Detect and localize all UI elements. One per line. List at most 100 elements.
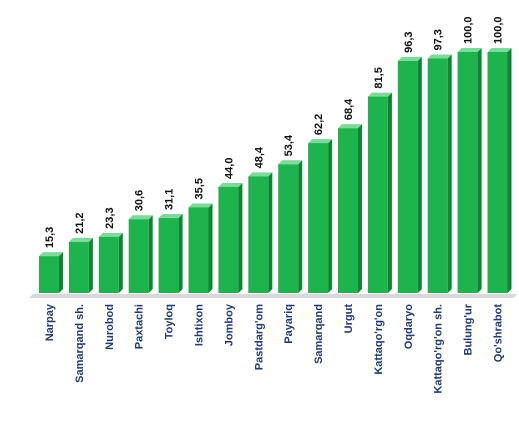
category-labels-group: Narpay Samarqand sh. Nurobod Paxtachi Toyloq…: [44, 303, 505, 393]
data-label: 97,3: [433, 29, 445, 50]
bar-top: [367, 92, 392, 97]
data-label: 96,3: [403, 31, 415, 52]
x-tick-label: Ishtixon: [194, 304, 206, 346]
bar-top: [68, 237, 93, 242]
bar-top: [278, 160, 303, 165]
bar-side: [59, 252, 63, 293]
floor-shadow: [29, 294, 518, 298]
bar-top: [158, 214, 183, 219]
data-label: 48,4: [253, 146, 265, 168]
bar: [397, 56, 422, 294]
data-label: 30,6: [134, 190, 146, 211]
data-label: 68,4: [343, 98, 355, 120]
bar-side: [298, 160, 303, 293]
x-tick-label: Qo'shrabot: [493, 304, 505, 363]
data-label: 15,3: [44, 227, 56, 248]
x-tick-label: Kattaqo'rg'on: [373, 304, 385, 375]
bar-front: [427, 58, 448, 293]
bar-side: [238, 182, 243, 293]
bar: [278, 160, 303, 293]
x-tick-label: Kattaqo'rg'on sh.: [433, 304, 445, 394]
bar-front: [367, 96, 388, 294]
bar-front: [68, 241, 89, 293]
bar-side: [507, 48, 512, 293]
bar-top: [338, 124, 362, 129]
bar-top: [128, 215, 153, 220]
bar-top: [248, 172, 273, 177]
bar-top: [457, 48, 482, 52]
bar-side: [477, 48, 482, 293]
bar-side: [387, 92, 392, 294]
bar-side: [328, 139, 333, 293]
bar-side: [358, 124, 362, 293]
bars-group: [39, 48, 512, 294]
bar-top: [188, 203, 213, 208]
bar: [218, 182, 243, 293]
bar-top: [98, 232, 123, 237]
data-label: 81,5: [373, 67, 385, 88]
bar-side: [268, 172, 273, 293]
bar-front: [218, 186, 239, 293]
data-label: 21,2: [74, 212, 86, 233]
bar: [457, 48, 482, 293]
bar-front: [158, 218, 179, 293]
bar-top: [487, 48, 512, 52]
bar-front: [278, 164, 299, 293]
x-tick-label: Paxtachi: [134, 304, 146, 349]
bar-front: [98, 236, 119, 293]
bar-front: [248, 176, 269, 293]
bar: [308, 139, 333, 293]
data-label: 35,5: [194, 178, 206, 199]
x-tick-label: Samarqand sh.: [74, 304, 86, 383]
bar-side: [148, 215, 153, 293]
data-label: 31,1: [164, 189, 176, 210]
bar: [338, 124, 362, 293]
bar-front: [338, 128, 358, 293]
bar-top: [308, 139, 333, 144]
bar: [367, 92, 392, 294]
bar-front: [128, 219, 149, 293]
bar-front: [397, 60, 418, 294]
bar: [427, 54, 452, 293]
chart-floor: [29, 294, 518, 298]
data-label: 62,2: [313, 114, 325, 135]
bar: [248, 172, 273, 293]
x-tick-label: Bulung'ur: [463, 303, 475, 355]
bar: [487, 48, 512, 293]
bar-front: [308, 143, 329, 293]
bar-top: [427, 54, 452, 59]
bar-front: [39, 256, 59, 293]
value-labels-group: 15,3 21,2 23,3 30,6 31,1 35,5 44,0 48,4 53,4 62,2…: [44, 16, 505, 248]
bar: [39, 252, 63, 293]
x-tick-label: Samarqand: [313, 304, 325, 364]
bar-front: [487, 52, 508, 293]
x-tick-label: Narpay: [44, 303, 56, 341]
data-label: 100,0: [493, 16, 505, 44]
bar: [158, 214, 183, 293]
data-label: 23,3: [104, 207, 116, 228]
bar-side: [208, 203, 213, 293]
bar-side: [88, 237, 93, 293]
bar: [188, 203, 213, 293]
bar-side: [118, 232, 123, 293]
x-tick-label: Payariq: [283, 304, 295, 344]
x-tick-label: Urgut: [343, 304, 355, 334]
bar-top: [397, 56, 422, 61]
bar: [98, 232, 123, 293]
x-tick-label: Pastdarg'om: [253, 304, 265, 370]
bar-side: [447, 54, 452, 293]
x-tick-label: Jomboy: [223, 303, 235, 346]
data-label: 44,0: [223, 158, 235, 179]
bar-front: [457, 52, 478, 293]
bar-side: [178, 214, 183, 293]
bar-top: [39, 252, 63, 257]
bar-side: [417, 56, 422, 294]
bar-front: [188, 207, 209, 293]
bar: [68, 237, 93, 293]
x-tick-label: Nurobod: [104, 304, 116, 350]
bar: [128, 215, 153, 293]
x-tick-label: Toyloq: [164, 304, 176, 339]
bar-top: [218, 182, 243, 187]
